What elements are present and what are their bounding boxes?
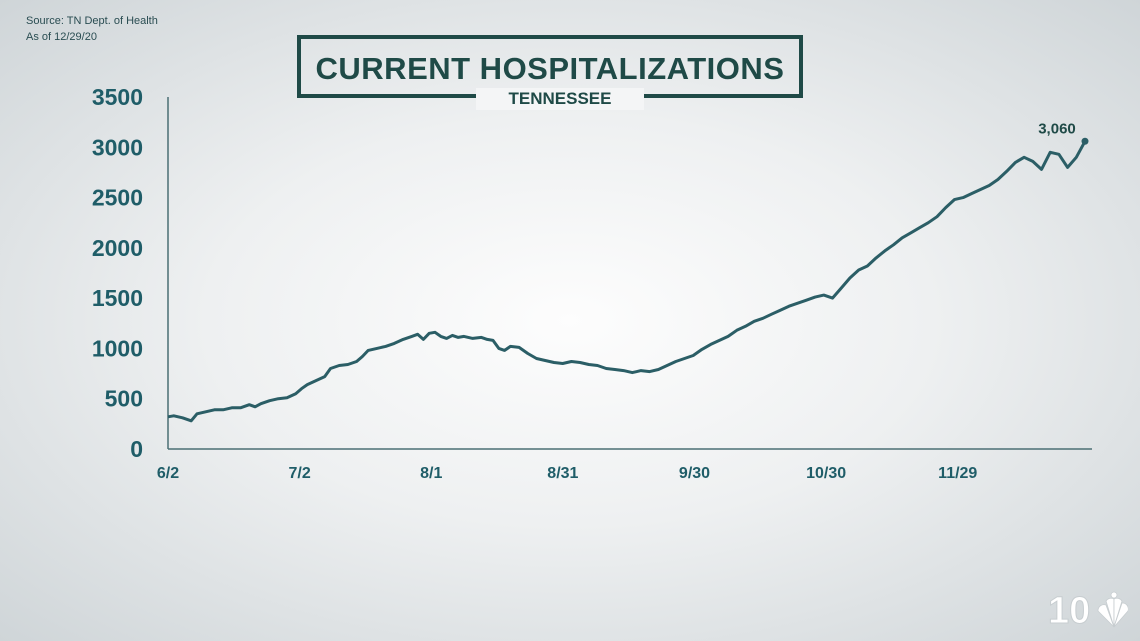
as-of-date: As of 12/29/20 [26, 31, 97, 43]
chart-axes [167, 97, 1092, 450]
y-tick-label: 1500 [92, 285, 143, 311]
y-tick-label: 2000 [92, 235, 143, 261]
x-tick-label: 8/1 [420, 465, 442, 482]
x-tick-label: 6/2 [157, 465, 179, 482]
chart-title: CURRENT HOSPITALIZATIONS [315, 51, 785, 86]
last-point-marker [1081, 137, 1089, 145]
x-tick-label: 7/2 [289, 465, 311, 482]
plot-area: 3,060 [167, 120, 1089, 423]
chart-subtitle: TENNESSEE [476, 88, 644, 110]
x-tick-label: 10/30 [806, 465, 846, 482]
source-note: Source: TN Dept. of Health As of 12/29/2… [26, 13, 158, 45]
y-tick-label: 500 [105, 386, 143, 412]
y-tick-label: 3500 [92, 84, 143, 110]
y-axis-ticks: 0 500 1000 1500 2000 2500 3000 3500 [92, 84, 143, 462]
y-tick-label: 1000 [92, 335, 143, 361]
station-logo-text: 10 [1048, 590, 1090, 631]
series-line [167, 140, 1087, 423]
x-axis-ticks: 6/2 7/2 8/1 8/31 9/30 10/30 11/29 [157, 465, 978, 482]
nbc-peacock-icon: 10 [1048, 590, 1128, 631]
x-tick-label: 11/29 [938, 465, 977, 482]
last-value-label: 3,060 [1038, 120, 1076, 137]
y-tick-label: 3000 [92, 134, 143, 160]
y-tick-label: 2500 [92, 185, 143, 211]
source-line: Source: TN Dept. of Health [26, 15, 158, 27]
y-tick-label: 0 [130, 436, 143, 462]
x-tick-label: 9/30 [679, 465, 710, 482]
x-tick-label: 8/31 [547, 465, 578, 482]
